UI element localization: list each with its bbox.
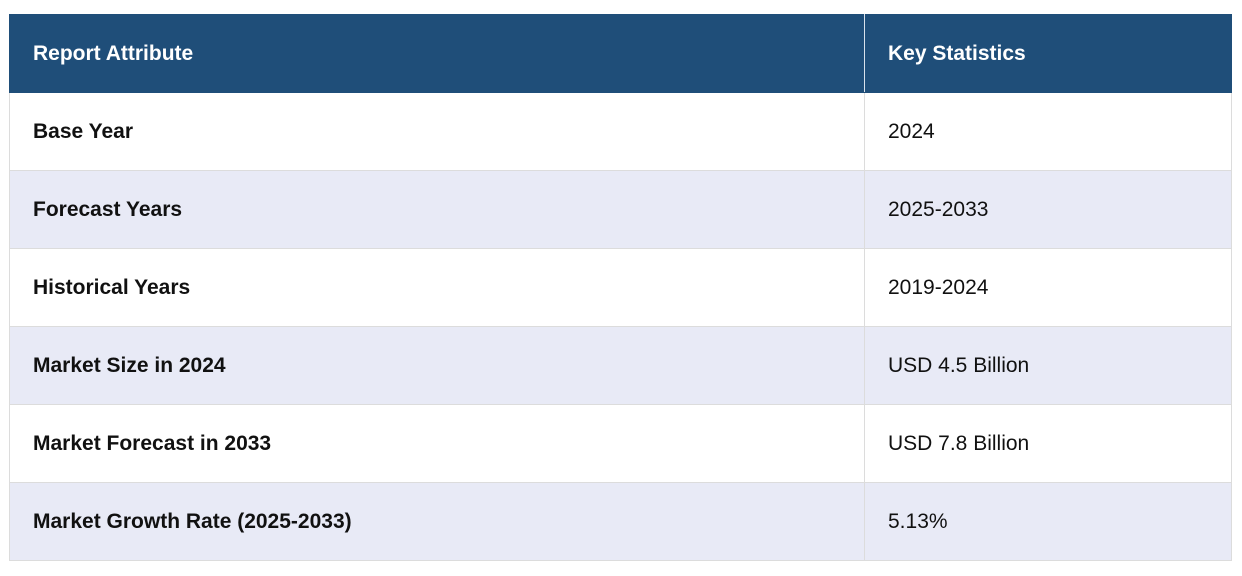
row-attribute-historical-years: Historical Years [9, 248, 865, 327]
row-value-forecast-years: 2025-2033 [864, 170, 1232, 249]
header-key-statistics: Key Statistics [864, 14, 1232, 93]
table-row: Market Size in 2024 USD 4.5 Billion [9, 326, 1232, 405]
row-value-growth-rate: 5.13% [864, 482, 1232, 561]
report-table-container: Report Attribute Key Statistics Base Yea… [9, 14, 1232, 561]
row-attribute-market-forecast: Market Forecast in 2033 [9, 404, 865, 483]
row-attribute-base-year: Base Year [9, 92, 865, 171]
row-attribute-market-size: Market Size in 2024 [9, 326, 865, 405]
row-value-market-forecast: USD 7.8 Billion [864, 404, 1232, 483]
header-report-attribute: Report Attribute [9, 14, 865, 93]
report-attributes-table: Report Attribute Key Statistics Base Yea… [9, 14, 1232, 561]
row-value-market-size: USD 4.5 Billion [864, 326, 1232, 405]
table-row: Market Growth Rate (2025-2033) 5.13% [9, 482, 1232, 561]
table-header-row: Report Attribute Key Statistics [9, 14, 1232, 93]
table-row: Market Forecast in 2033 USD 7.8 Billion [9, 404, 1232, 483]
row-attribute-growth-rate: Market Growth Rate (2025-2033) [9, 482, 865, 561]
row-attribute-forecast-years: Forecast Years [9, 170, 865, 249]
row-value-historical-years: 2019-2024 [864, 248, 1232, 327]
row-value-base-year: 2024 [864, 92, 1232, 171]
table-row: Forecast Years 2025-2033 [9, 170, 1232, 249]
table-row: Base Year 2024 [9, 92, 1232, 171]
table-row: Historical Years 2019-2024 [9, 248, 1232, 327]
